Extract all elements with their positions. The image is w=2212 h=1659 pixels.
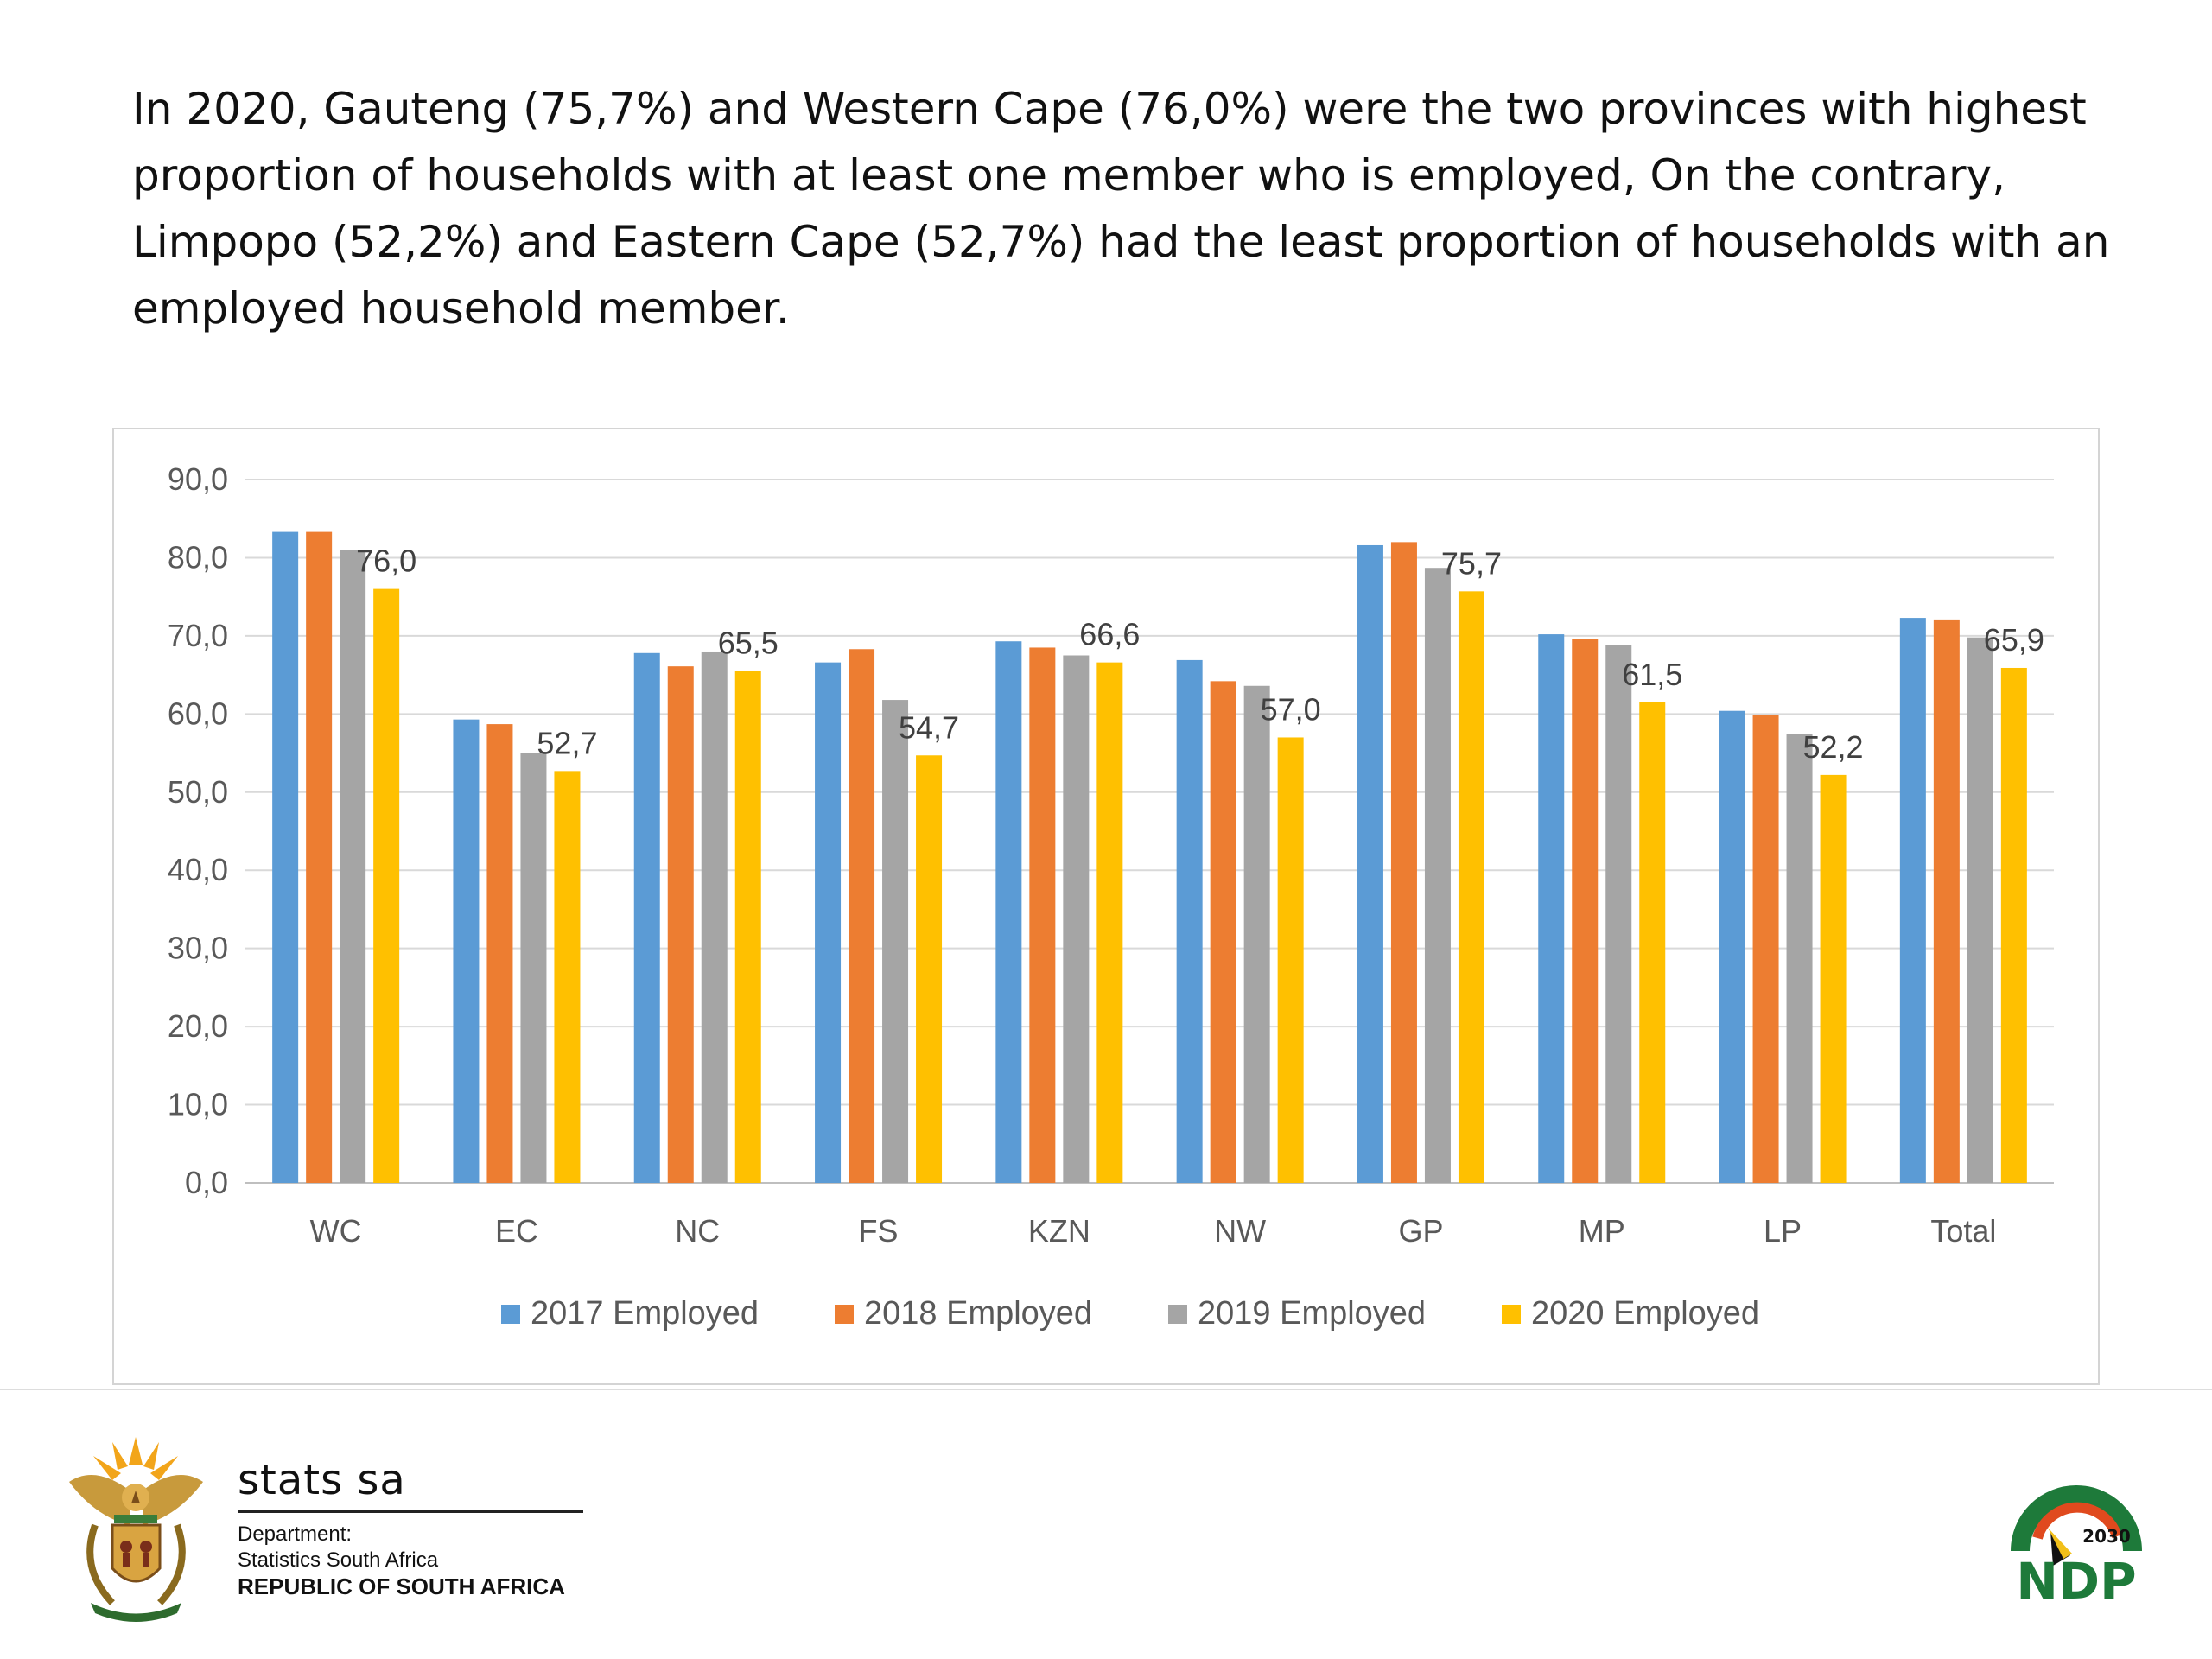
bar-2 [306, 531, 333, 1183]
data-label: 52,7 [537, 725, 597, 760]
brand-underline [238, 1510, 583, 1513]
data-label: 57,0 [1261, 691, 1321, 727]
bar-4 [1096, 662, 1123, 1183]
bar-2 [486, 724, 513, 1183]
bar-4 [1820, 774, 1847, 1183]
bar-2 [1210, 681, 1236, 1183]
bar-4 [1639, 702, 1666, 1183]
x-tick-label: GP [1398, 1213, 1443, 1249]
legend-swatch [1502, 1305, 1521, 1324]
bar-1 [1538, 634, 1565, 1183]
republic-label: REPUBLIC OF SOUTH AFRICA [238, 1573, 565, 1599]
bar-4 [916, 755, 943, 1183]
bar-chart: 0,0 10,0 20,0 30,0 40,0 50,0 60,0 70,0 80,0 90,0 7… [168, 461, 2054, 1332]
chart-area: 0,0 10,0 20,0 30,0 40,0 50,0 60,0 70,0 80,0 90,0 7… [112, 428, 2100, 1385]
ndp-year: 2030 [2082, 1526, 2131, 1547]
bar-2 [1752, 715, 1779, 1183]
legend-label: 2020 Employed [1531, 1295, 1759, 1332]
data-label: 61,5 [1622, 657, 1682, 692]
bar-1 [1176, 659, 1203, 1183]
y-tick-label: 30,0 [168, 931, 228, 966]
x-tick-label: EC [495, 1213, 538, 1249]
bar-1 [633, 652, 660, 1183]
x-tick-label: KZN [1028, 1213, 1090, 1249]
bar-3 [1967, 637, 1993, 1183]
data-label: 66,6 [1079, 617, 1140, 652]
bar-3 [1063, 655, 1090, 1183]
bar-1 [272, 531, 299, 1183]
y-tick-label: 10,0 [168, 1087, 228, 1122]
bar-1 [1719, 710, 1745, 1183]
data-label: 76,0 [356, 543, 416, 579]
data-label: 52,2 [1803, 729, 1864, 765]
bar-3 [1424, 568, 1451, 1183]
department-label: Department: [238, 1522, 353, 1546]
bar-1 [453, 719, 480, 1183]
bar-4 [1458, 591, 1484, 1183]
coat-of-arms-logo [69, 1437, 203, 1622]
bar-4 [1277, 737, 1304, 1183]
brand-name: stats sa [238, 1456, 406, 1504]
legend-swatch [1168, 1305, 1187, 1324]
legend-label: 2017 Employed [531, 1295, 759, 1332]
bar-2 [667, 666, 694, 1183]
legend-label: 2018 Employed [864, 1295, 1092, 1332]
x-tick-label: NW [1214, 1213, 1266, 1249]
ndp-text: NDP [2016, 1552, 2136, 1607]
ndp-2030-logo: 2030 NDP [2011, 1485, 2142, 1607]
y-tick-label: 90,0 [168, 461, 228, 497]
bar-2 [1029, 647, 1056, 1183]
legend-label: 2019 Employed [1198, 1295, 1426, 1332]
data-label: 65,9 [1984, 622, 2044, 658]
x-tick-label: MP [1579, 1213, 1625, 1249]
bar-3 [882, 700, 909, 1183]
bar-2 [1572, 639, 1599, 1183]
bar-4 [373, 588, 400, 1183]
bar-2 [849, 649, 875, 1183]
department-name: Statistics South Africa [238, 1548, 439, 1572]
bar-4 [734, 671, 761, 1183]
stats-sa-brand: stats sa Department: Statistics South Af… [238, 1456, 583, 1599]
y-tick-label: 40,0 [168, 852, 228, 887]
bar-4 [2000, 667, 2027, 1183]
bar-3 [701, 651, 728, 1183]
bar-1 [1899, 618, 1926, 1183]
y-tick-label: 0,0 [185, 1165, 228, 1200]
bar-3 [1605, 645, 1632, 1183]
footer-divider [0, 1389, 2212, 1390]
x-tick-label: WC [310, 1213, 362, 1249]
y-tick-label: 80,0 [168, 539, 228, 575]
bar-1 [995, 641, 1022, 1183]
bar-4 [554, 771, 581, 1183]
data-label: 75,7 [1441, 545, 1502, 581]
bar-3 [1243, 685, 1270, 1183]
bar-1 [1357, 544, 1383, 1183]
legend-swatch [501, 1305, 520, 1324]
bar-3 [1786, 734, 1813, 1183]
bar-2 [1933, 619, 1960, 1183]
data-label: 65,5 [718, 626, 779, 661]
x-tick-label: NC [675, 1213, 720, 1249]
data-label: 54,7 [899, 709, 959, 745]
slide-caption: In 2020, Gauteng (75,7%) and Western Cap… [132, 84, 2110, 334]
y-tick-label: 20,0 [168, 1008, 228, 1044]
y-tick-label: 70,0 [168, 618, 228, 653]
bar-2 [1390, 542, 1417, 1183]
x-tick-label: FS [859, 1213, 899, 1249]
bar-3 [520, 753, 547, 1183]
bar-3 [340, 550, 366, 1183]
x-tick-label: Total [1930, 1213, 1996, 1249]
y-tick-label: 60,0 [168, 696, 228, 731]
y-tick-label: 50,0 [168, 774, 228, 810]
x-tick-label: LP [1764, 1213, 1802, 1249]
bar-1 [815, 662, 842, 1183]
legend-swatch [835, 1305, 854, 1324]
